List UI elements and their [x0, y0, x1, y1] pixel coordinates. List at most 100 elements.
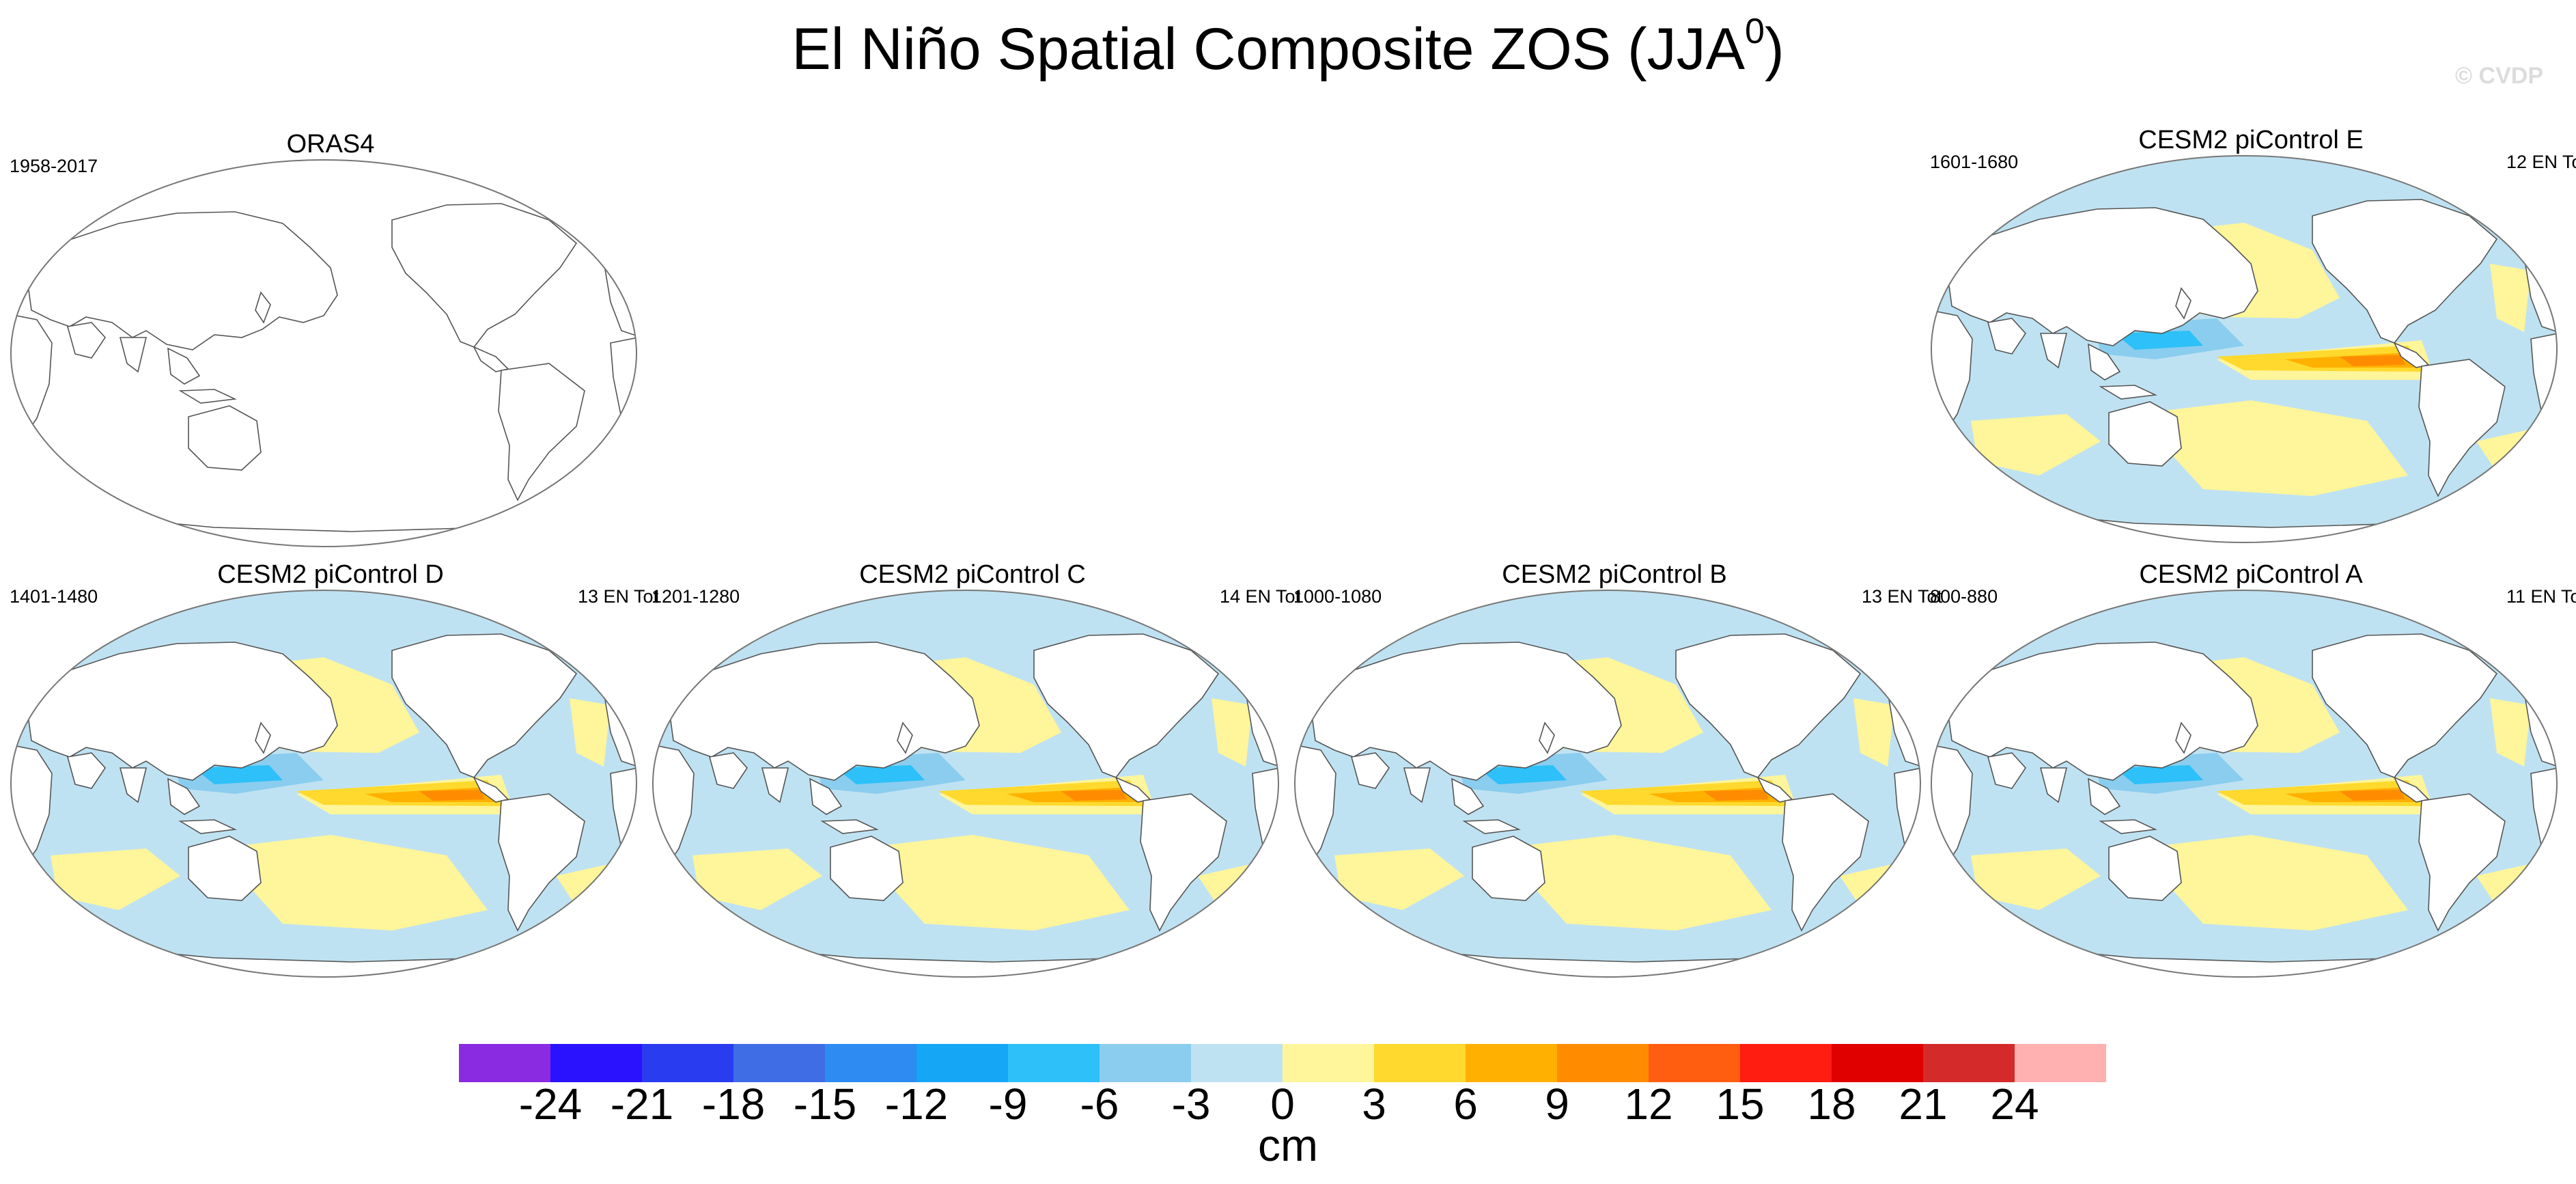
colorbar-swatch: [1832, 1044, 1923, 1082]
land-greenland: [548, 182, 612, 228]
colorbar-swatch: [1466, 1044, 1557, 1082]
panel-years: 1000-1080: [1293, 586, 1382, 607]
land-indonesia: [178, 389, 237, 404]
colorbar-swatch: [1923, 1044, 2015, 1082]
land-indonesia: [1462, 819, 1521, 834]
colorbar-units: cm: [1258, 1120, 1318, 1170]
land-arabia: [1350, 752, 1390, 789]
land-arabia: [708, 752, 748, 789]
colorbar-swatch: [733, 1044, 825, 1082]
land-seasia: [167, 347, 201, 385]
land-japan: [1539, 721, 1555, 754]
colorbar-swatch: [1557, 1044, 1649, 1082]
map-border: [1931, 590, 2558, 978]
colorbar-swatch: [2015, 1044, 2106, 1082]
land-japan: [255, 721, 271, 754]
colorbar-swatch: [1283, 1044, 1374, 1082]
panel-cesm2-b: CESM2 piControl B 1000-1080 13 EN Tot: [1293, 560, 1942, 997]
anomaly-positive-natl: [2490, 264, 2531, 332]
colorbar-tick-label: 15: [1716, 1079, 1764, 1120]
panel-years: 800-880: [1930, 586, 1998, 607]
anomaly-hotter-core: [419, 790, 485, 801]
panel-map: [1930, 589, 2558, 982]
colorbar-swatch: [1374, 1044, 1466, 1082]
land-japan: [2175, 721, 2192, 754]
land-arabia: [1987, 752, 2027, 789]
colorbar-swatch: [1100, 1044, 1191, 1082]
land-namerica: [391, 633, 578, 778]
land-seasia: [2088, 343, 2121, 381]
land-arabia: [66, 322, 107, 359]
map-border: [652, 590, 1279, 978]
panel-title: ORAS4: [286, 130, 375, 159]
colorbar-tick-label: -24: [519, 1079, 583, 1120]
land-australia: [830, 836, 904, 901]
colorbar-tick-label: -12: [885, 1079, 949, 1120]
land-india: [119, 337, 148, 373]
anomaly-hotter-core: [1703, 790, 1769, 801]
anomaly-positive-sio: [1971, 849, 2101, 910]
land-indonesia: [2099, 819, 2157, 834]
panel-title: CESM2 piControl D: [217, 560, 444, 589]
anomaly-hotter-core: [1061, 790, 1127, 801]
panel-count: 12 EN To: [2506, 152, 2576, 172]
land-seasia: [167, 777, 201, 815]
anomaly-positive-spac: [214, 835, 488, 931]
panel-count: 14 EN Tot: [1220, 586, 1301, 607]
panel-cesm2-a: CESM2 piControl A 800-880 11 EN To: [1930, 560, 2576, 997]
land-australia: [1472, 836, 1545, 901]
panel-oras4: ORAS4 1958-2017: [10, 130, 652, 567]
land-namerica: [2312, 199, 2498, 344]
colorbar-tick-label: 6: [1453, 1079, 1478, 1120]
panel-count: 13 EN Tot: [578, 586, 659, 607]
panel-cesm2-d: CESM2 piControl D 1401-1480 13 EN Tot: [10, 560, 658, 997]
anomaly-positive-spac: [1498, 835, 1772, 931]
anomaly-positive-spac: [2135, 835, 2408, 931]
panel-title: CESM2 piControl E: [2138, 126, 2364, 154]
panel-map: [10, 159, 638, 551]
colorbar-swatch: [1008, 1044, 1100, 1082]
land-australia: [2108, 401, 2182, 467]
land-indonesia: [820, 819, 879, 834]
land-greenland: [1190, 613, 1254, 658]
land-japan: [2175, 287, 2192, 320]
land-namerica: [2312, 633, 2498, 778]
land-greenland: [2468, 178, 2532, 223]
panel-title: CESM2 piControl B: [1502, 560, 1727, 589]
land-japan: [897, 721, 913, 754]
land-greenland: [548, 613, 612, 658]
land-greenland: [1832, 613, 1896, 658]
land-namerica: [391, 203, 578, 348]
colorbar-tick-label: -9: [989, 1079, 1028, 1120]
colorbar-tick-label: 3: [1362, 1079, 1386, 1120]
map-border: [1294, 590, 1921, 978]
colorbar-tick-label: -15: [794, 1079, 857, 1120]
land-india: [761, 767, 789, 803]
panel-map: [10, 589, 638, 982]
colorbar-tick-label: 21: [1899, 1079, 1947, 1120]
anomaly-positive-natl: [570, 698, 611, 767]
land-samerica: [2418, 359, 2506, 497]
land-samerica: [498, 363, 585, 501]
colorbar-swatch: [459, 1044, 550, 1082]
anomaly-positive-sio: [51, 849, 180, 910]
land-samerica: [498, 793, 585, 932]
land-australia: [2108, 836, 2182, 901]
land-australia: [188, 836, 262, 901]
panel-title: CESM2 piControl C: [859, 560, 1086, 589]
land-india: [119, 767, 148, 803]
land-indonesia: [2099, 385, 2157, 400]
anomaly-positive-sio: [1334, 849, 1464, 910]
anomaly-negative-core: [836, 765, 925, 784]
land-india: [2039, 767, 2068, 803]
land-seasia: [2088, 777, 2121, 815]
anomaly-positive-natl: [1212, 698, 1252, 767]
anomaly-negative-core: [2114, 331, 2203, 350]
land-seasia: [1451, 777, 1485, 815]
panel-cesm2-e: CESM2 piControl E 1601-1680 12 EN To: [1930, 126, 2576, 563]
colorbar-tick-label: -6: [1080, 1079, 1119, 1120]
land-seasia: [809, 777, 843, 815]
anomaly-positive-natl: [2490, 698, 2531, 767]
colorbar-swatch: [642, 1044, 733, 1082]
land-japan: [255, 291, 271, 324]
